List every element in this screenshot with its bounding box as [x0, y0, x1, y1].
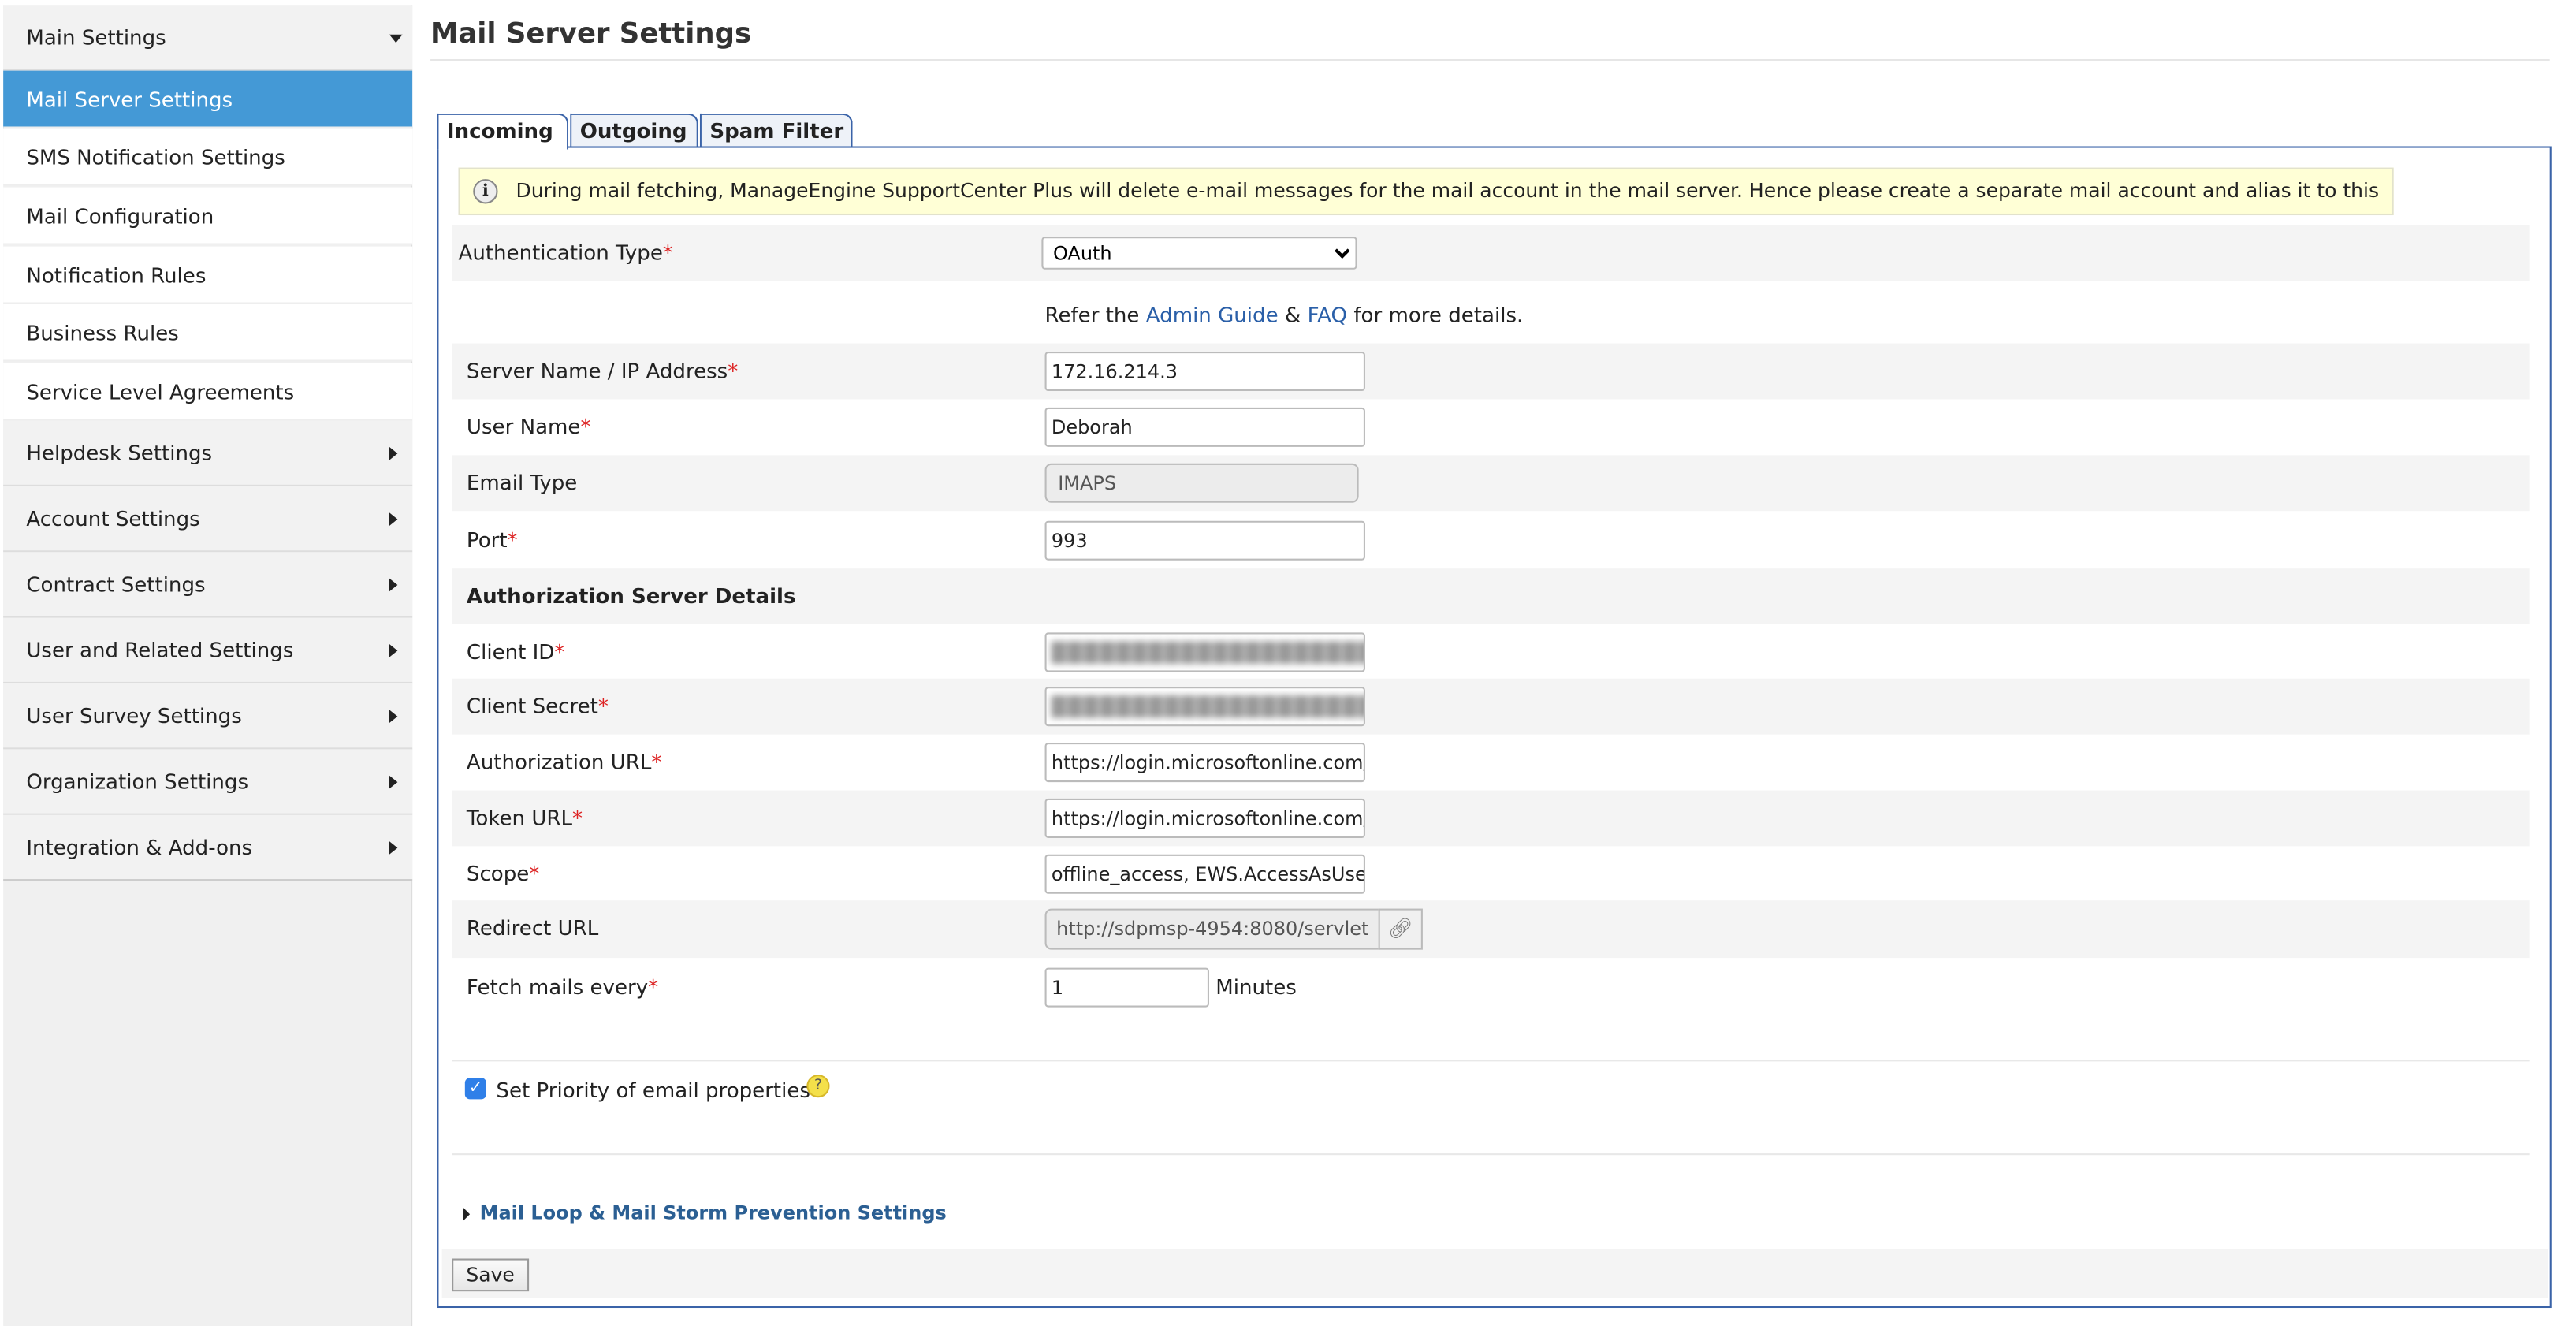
redirect-url-field: http://sdpmsp-4954:8080/servlet [1044, 908, 1380, 950]
port-input[interactable]: 993 [1044, 520, 1365, 561]
username-row: User Name* Deborah [452, 399, 2530, 455]
fetch-row: Fetch mails every* 1 Minutes [452, 959, 2530, 1015]
footer-bar [441, 1248, 2548, 1298]
tab-outgoing[interactable]: Outgoing [570, 113, 698, 148]
sidebar-group-main-settings[interactable]: Main Settings [3, 5, 413, 71]
info-banner: i During mail fetching, ManageEngine Sup… [458, 167, 2394, 247]
link-icon: 🔗︎ [1387, 916, 1413, 940]
help-icon[interactable]: ? [806, 1075, 830, 1098]
caret-right-icon [389, 512, 398, 526]
client-secret-input[interactable]: ████████████████████ [1044, 687, 1365, 727]
sidebar-group-user-survey[interactable]: User Survey Settings [3, 683, 413, 750]
incoming-panel [437, 146, 2552, 1309]
username-input[interactable]: Deborah [1044, 407, 1365, 447]
sidebar-item-notification-rules[interactable]: Notification Rules [3, 246, 413, 304]
sidebar-group-integration[interactable]: Integration & Add-ons [3, 814, 413, 881]
redirect-url-row: Redirect URL http://sdpmsp-4954:8080/ser… [452, 900, 2530, 959]
info-icon: i [473, 179, 498, 204]
expand-caret-icon [463, 1207, 471, 1221]
caret-right-icon [389, 841, 398, 855]
blurred-value: ████████████████████ [1051, 640, 1365, 665]
sidebar-item-sms-notification[interactable]: SMS Notification Settings [3, 128, 413, 186]
caret-right-icon [389, 446, 398, 460]
sidebar-item-mail-configuration[interactable]: Mail Configuration [3, 187, 413, 245]
sidebar: Main Settings Mail Server Settings SMS N… [3, 5, 413, 1326]
client-id-row: Client ID* ████████████████████ [452, 624, 2530, 680]
token-url-input[interactable]: https://login.microsoftonline.com/co [1044, 798, 1365, 838]
caret-right-icon [389, 644, 398, 657]
scope-row: Scope* offline_access, EWS.AccessAsUser.… [452, 846, 2530, 902]
server-row: Server Name / IP Address* 172.16.214.3 [452, 343, 2530, 400]
authorization-url-input[interactable]: https://login.microsoftonline.com/co [1044, 743, 1365, 783]
sidebar-group-account[interactable]: Account Settings [3, 486, 413, 553]
sidebar-group-contract[interactable]: Contract Settings [3, 552, 413, 618]
sidebar-group-organization[interactable]: Organization Settings [3, 749, 413, 815]
save-button[interactable]: Save [452, 1258, 530, 1292]
refer-row: Refer the Admin Guide & FAQ for more det… [1044, 302, 1524, 327]
server-name-input[interactable]: 172.16.214.3 [1044, 352, 1365, 392]
sidebar-group-user-related[interactable]: User and Related Settings [3, 617, 413, 684]
auth-url-row: Authorization URL* https://login.microso… [452, 735, 2530, 791]
divider [430, 59, 2550, 61]
copy-link-button[interactable]: 🔗︎ [1378, 908, 1423, 950]
auth-type-row: Authentication Type* OAuth [452, 225, 2530, 281]
fetch-interval-input[interactable]: 1 [1044, 967, 1209, 1008]
auth-type-select[interactable]: OAuth [1041, 237, 1357, 270]
caret-right-icon [389, 578, 398, 592]
caret-right-icon [389, 775, 398, 789]
client-secret-row: Client Secret* ████████████████████ [452, 678, 2530, 735]
sidebar-group-helpdesk[interactable]: Helpdesk Settings [3, 420, 413, 486]
priority-label: Set Priority of email properties [496, 1078, 810, 1103]
page-title: Mail Server Settings [430, 17, 752, 51]
auth-section-header: Authorization Server Details [452, 568, 2530, 624]
divider [452, 1060, 2530, 1062]
priority-checkbox[interactable]: ✓ [464, 1078, 486, 1100]
sidebar-item-business-rules[interactable]: Business Rules [3, 304, 413, 362]
admin-guide-link[interactable]: Admin Guide [1145, 302, 1279, 327]
sidebar-item-sla[interactable]: Service Level Agreements [3, 363, 413, 421]
email-type-row: Email Type IMAPS [452, 455, 2530, 512]
blurred-value: ████████████████████ [1051, 695, 1365, 718]
divider [452, 1153, 2530, 1156]
caret-right-icon [389, 710, 398, 724]
email-type-field: IMAPS [1044, 463, 1359, 503]
tab-spam-filter[interactable]: Spam Filter [699, 113, 853, 148]
token-url-row: Token URL* https://login.microsoftonline… [452, 790, 2530, 847]
client-id-input[interactable]: ████████████████████ [1044, 632, 1365, 672]
caret-down-icon [389, 34, 403, 43]
scope-input[interactable]: offline_access, EWS.AccessAsUser.A [1044, 854, 1365, 894]
mail-loop-settings-toggle[interactable]: Mail Loop & Mail Storm Prevention Settin… [479, 1201, 947, 1224]
port-row: Port* 993 [452, 512, 2530, 568]
tab-incoming[interactable]: Incoming [437, 113, 569, 150]
faq-link[interactable]: FAQ [1307, 302, 1348, 327]
sidebar-item-mail-server-settings[interactable]: Mail Server Settings [3, 70, 413, 129]
